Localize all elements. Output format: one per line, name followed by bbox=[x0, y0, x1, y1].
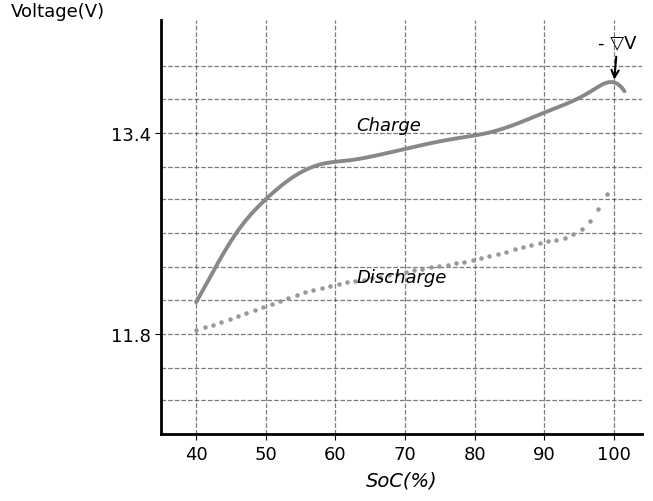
Text: - ▽V: - ▽V bbox=[598, 34, 637, 78]
Text: Charge: Charge bbox=[357, 117, 421, 135]
X-axis label: SoC(%): SoC(%) bbox=[366, 471, 438, 490]
Y-axis label: Voltage(V): Voltage(V) bbox=[11, 3, 105, 21]
Text: Discharge: Discharge bbox=[357, 269, 447, 287]
